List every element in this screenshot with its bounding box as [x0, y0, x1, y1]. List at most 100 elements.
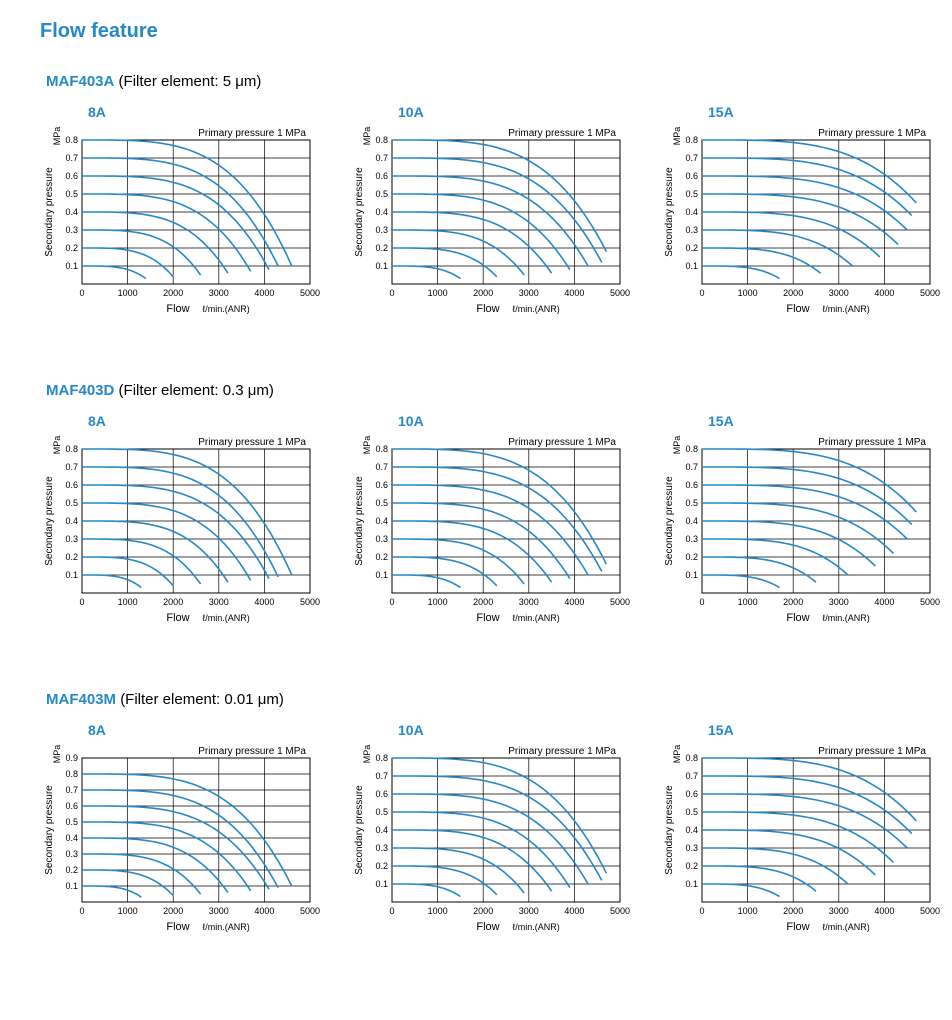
svg-text:2000: 2000: [783, 288, 803, 298]
svg-text:0.3: 0.3: [685, 843, 698, 853]
svg-text:0.1: 0.1: [65, 570, 78, 580]
svg-text:0.5: 0.5: [65, 189, 78, 199]
svg-text:3000: 3000: [829, 288, 849, 298]
svg-text:0.5: 0.5: [685, 189, 698, 199]
svg-text:0.3: 0.3: [375, 534, 388, 544]
section: MAF403D (Filter element: 0.3 μm) 8A Primar…: [40, 382, 912, 631]
sections-container: MAF403A (Filter element: 5 μm)8APrimary …: [40, 73, 912, 940]
svg-text:MPa: MPa: [52, 436, 62, 455]
svg-text:3000: 3000: [519, 288, 539, 298]
section-model: MAF403M: [46, 691, 116, 708]
svg-text:0.1: 0.1: [685, 261, 698, 271]
svg-text:3000: 3000: [209, 288, 229, 298]
svg-text:0.3: 0.3: [685, 225, 698, 235]
svg-text:0.5: 0.5: [65, 498, 78, 508]
svg-text:MPa: MPa: [672, 745, 682, 764]
svg-text:1000: 1000: [118, 597, 138, 607]
chart: 15APrimary pressure 1 MPa010002000300040…: [660, 104, 940, 322]
svg-text:Primary pressure 1 MPa: Primary pressure 1 MPa: [198, 746, 306, 757]
svg-text:0.3: 0.3: [65, 225, 78, 235]
svg-text:0.4: 0.4: [65, 207, 78, 217]
svg-text:0.8: 0.8: [375, 135, 388, 145]
chart-row: 8APrimary pressure 1 MPa0100020003000400…: [40, 104, 912, 322]
svg-text:0.2: 0.2: [65, 243, 78, 253]
chart-label: 8A: [88, 413, 106, 429]
section-model: MAF403A: [46, 73, 114, 90]
svg-text:0.4: 0.4: [65, 516, 78, 526]
svg-text:ℓ/min.(ANR): ℓ/min.(ANR): [512, 922, 559, 932]
svg-text:Secondary pressure: Secondary pressure: [354, 476, 365, 566]
svg-text:0.3: 0.3: [65, 534, 78, 544]
svg-text:0.2: 0.2: [65, 552, 78, 562]
svg-text:0.4: 0.4: [375, 825, 388, 835]
svg-text:MPa: MPa: [362, 745, 372, 764]
svg-text:1000: 1000: [738, 288, 758, 298]
svg-text:0.7: 0.7: [685, 153, 698, 163]
svg-text:ℓ/min.(ANR): ℓ/min.(ANR): [202, 304, 249, 314]
chart-label: 15A: [708, 722, 734, 738]
section-desc: (Filter element: 0.01 μm): [120, 691, 284, 708]
svg-text:0.2: 0.2: [685, 861, 698, 871]
svg-text:0.9: 0.9: [65, 753, 78, 763]
svg-text:0.1: 0.1: [685, 879, 698, 889]
svg-text:0.2: 0.2: [375, 861, 388, 871]
svg-text:1000: 1000: [118, 288, 138, 298]
svg-text:0.2: 0.2: [685, 552, 698, 562]
svg-text:2000: 2000: [163, 597, 183, 607]
svg-text:Flow: Flow: [476, 303, 499, 315]
svg-text:0.5: 0.5: [375, 807, 388, 817]
svg-text:ℓ/min.(ANR): ℓ/min.(ANR): [822, 304, 869, 314]
svg-text:5000: 5000: [920, 288, 940, 298]
svg-text:3000: 3000: [519, 906, 539, 916]
svg-text:Secondary pressure: Secondary pressure: [354, 785, 365, 875]
svg-text:2000: 2000: [163, 288, 183, 298]
chart-row: 8A Primary pressure 1 MPa0100020003000400…: [40, 722, 912, 940]
svg-text:Flow: Flow: [166, 303, 189, 315]
chart-label: 8A: [88, 104, 106, 120]
svg-text:0.8: 0.8: [65, 769, 78, 779]
svg-text:4000: 4000: [564, 288, 584, 298]
svg-text:0.6: 0.6: [65, 480, 78, 490]
svg-text:0.8: 0.8: [375, 444, 388, 454]
svg-text:2000: 2000: [783, 906, 803, 916]
svg-text:0.2: 0.2: [375, 552, 388, 562]
svg-text:0.6: 0.6: [375, 789, 388, 799]
svg-text:0: 0: [699, 906, 704, 916]
chart-plot: Primary pressure 1 MPa010002000300040005…: [40, 431, 320, 631]
svg-text:0.7: 0.7: [685, 462, 698, 472]
chart-label: 15A: [708, 413, 734, 429]
svg-text:0.8: 0.8: [65, 135, 78, 145]
chart-plot: Primary pressure 1 MPa010002000300040005…: [40, 740, 320, 940]
svg-text:Flow: Flow: [166, 612, 189, 624]
svg-text:0.7: 0.7: [65, 462, 78, 472]
svg-text:ℓ/min.(ANR): ℓ/min.(ANR): [202, 922, 249, 932]
svg-text:0.7: 0.7: [375, 153, 388, 163]
svg-text:0: 0: [389, 288, 394, 298]
svg-text:Flow: Flow: [476, 612, 499, 624]
chart: 8A Primary pressure 1 MPa0100020003000400…: [40, 722, 320, 940]
svg-text:0.6: 0.6: [65, 171, 78, 181]
section-title: MAF403D (Filter element: 0.3 μm): [46, 382, 912, 399]
svg-text:Primary pressure 1 MPa: Primary pressure 1 MPa: [198, 437, 306, 448]
svg-text:3000: 3000: [519, 597, 539, 607]
svg-text:Secondary pressure: Secondary pressure: [44, 167, 55, 257]
svg-text:0.5: 0.5: [375, 189, 388, 199]
section-title: MAF403M (Filter element: 0.01 μm): [46, 691, 912, 708]
chart-plot: Primary pressure 1 MPa010002000300040005…: [350, 740, 630, 940]
svg-text:0.6: 0.6: [375, 480, 388, 490]
chart-plot: Primary pressure 1 MPa010002000300040005…: [350, 431, 630, 631]
svg-text:0.6: 0.6: [65, 801, 78, 811]
svg-text:MPa: MPa: [52, 127, 62, 146]
svg-text:Flow: Flow: [786, 303, 809, 315]
chart-label: 8A: [88, 722, 106, 738]
svg-text:Secondary pressure: Secondary pressure: [664, 476, 675, 566]
svg-text:Primary pressure 1 MPa: Primary pressure 1 MPa: [818, 128, 926, 139]
svg-text:0.1: 0.1: [375, 879, 388, 889]
chart: 8APrimary pressure 1 MPa0100020003000400…: [40, 104, 320, 322]
svg-text:MPa: MPa: [52, 745, 62, 764]
svg-text:Flow: Flow: [786, 921, 809, 933]
svg-text:1000: 1000: [738, 597, 758, 607]
chart-label: 15A: [708, 104, 734, 120]
svg-text:MPa: MPa: [672, 127, 682, 146]
svg-text:Secondary pressure: Secondary pressure: [44, 476, 55, 566]
